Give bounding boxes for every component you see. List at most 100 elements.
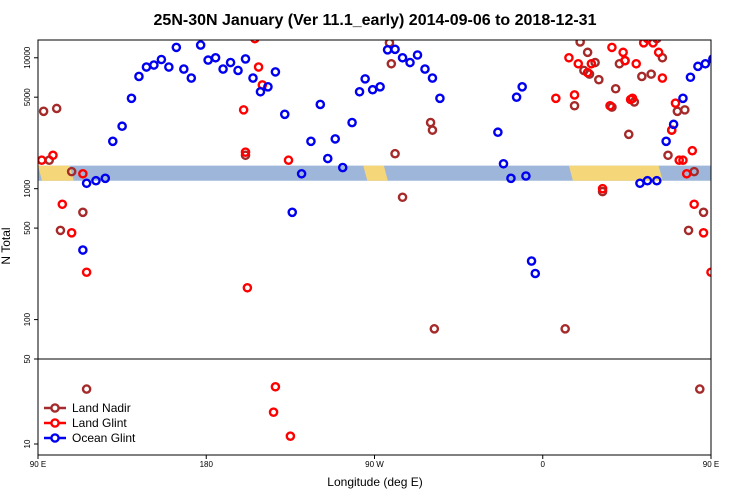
- data-point: [233, 65, 243, 76]
- x-tick-label: 0: [541, 460, 546, 469]
- data-point: [66, 166, 77, 177]
- data-point: [100, 173, 111, 184]
- data-point: [627, 93, 638, 104]
- data-point: [506, 173, 516, 184]
- data-point: [429, 324, 440, 334]
- data-point: [605, 100, 615, 111]
- x-tick-label: 90 E: [703, 460, 719, 469]
- y-tick-label: 50: [23, 354, 32, 363]
- data-point: [653, 47, 664, 58]
- data-point: [238, 105, 249, 115]
- data-point: [270, 381, 281, 392]
- x-tick-label: 90 E: [30, 460, 46, 469]
- data-point: [674, 155, 685, 166]
- data-point: [706, 267, 711, 278]
- data-point: [642, 175, 653, 186]
- data-point: [134, 71, 144, 82]
- data-point: [681, 168, 692, 179]
- legend-marker: [50, 403, 60, 413]
- data-point: [687, 145, 698, 156]
- band-highlight: [568, 165, 663, 181]
- data-point: [268, 407, 279, 417]
- y-axis-label: N Total: [0, 227, 13, 264]
- data-point: [493, 127, 503, 138]
- data-point: [575, 40, 585, 47]
- data-point: [218, 64, 228, 74]
- data-point: [337, 162, 348, 173]
- data-point: [78, 207, 88, 218]
- data-point: [263, 82, 273, 92]
- x-tick-label: 90 W: [365, 460, 384, 469]
- data-point: [569, 90, 580, 100]
- data-point: [597, 183, 608, 194]
- data-point: [306, 136, 316, 147]
- data-point: [405, 57, 415, 68]
- y-tick-label: 10: [23, 439, 32, 448]
- data-point: [81, 178, 92, 189]
- data-point: [573, 58, 584, 69]
- data-point: [78, 245, 88, 255]
- data-point: [279, 109, 290, 120]
- data-point: [55, 225, 66, 236]
- data-point: [683, 225, 694, 236]
- x-axis-label: Longitude (deg E): [327, 475, 422, 489]
- data-point: [685, 72, 696, 83]
- data-point: [620, 55, 630, 66]
- data-point: [708, 54, 711, 64]
- data-point: [678, 93, 688, 104]
- y-tick-label: 100: [23, 312, 32, 326]
- data-point: [420, 64, 430, 74]
- y-tick-label: 1000: [23, 179, 32, 197]
- data-point: [412, 50, 423, 60]
- data-point: [386, 58, 397, 69]
- data-point: [680, 105, 690, 115]
- data-point: [560, 324, 570, 334]
- data-point: [670, 98, 681, 108]
- data-point: [296, 168, 307, 179]
- data-point: [631, 58, 642, 69]
- data-point: [582, 67, 593, 78]
- data-point: [657, 73, 668, 83]
- data-point: [689, 199, 699, 210]
- data-point: [107, 136, 118, 147]
- data-point: [156, 54, 167, 65]
- data-point: [637, 71, 647, 82]
- data-point: [66, 228, 77, 238]
- data-point: [360, 74, 370, 84]
- data-point: [651, 175, 662, 186]
- y-tick-label: 500: [23, 221, 32, 235]
- data-point: [375, 82, 385, 92]
- legend-label: Land Glint: [72, 416, 127, 430]
- data-point: [270, 67, 281, 77]
- data-point: [397, 52, 408, 63]
- data-point: [195, 40, 206, 50]
- data-point: [347, 117, 357, 128]
- data-point: [694, 384, 705, 394]
- data-point: [255, 86, 266, 97]
- data-point: [648, 40, 658, 48]
- data-point: [57, 199, 68, 210]
- data-point: [91, 175, 101, 186]
- data-point: [698, 207, 709, 218]
- data-point: [81, 267, 92, 278]
- data-point: [285, 431, 296, 441]
- data-point: [81, 384, 92, 394]
- data-point: [642, 40, 653, 44]
- plot-content: [38, 40, 711, 441]
- data-point: [38, 106, 49, 117]
- data-point: [186, 73, 197, 83]
- data-point: [646, 69, 656, 79]
- data-point: [390, 148, 400, 159]
- data-point: [179, 64, 189, 74]
- data-point: [330, 134, 341, 144]
- data-point: [126, 93, 137, 104]
- data-point: [526, 256, 537, 266]
- data-point: [551, 93, 561, 104]
- data-point: [390, 44, 400, 55]
- y-tick-label: 10000: [23, 46, 32, 69]
- data-point: [48, 150, 58, 161]
- legend-marker: [50, 433, 60, 443]
- data-point: [210, 52, 221, 63]
- data-point: [78, 168, 88, 179]
- data-point: [661, 136, 671, 147]
